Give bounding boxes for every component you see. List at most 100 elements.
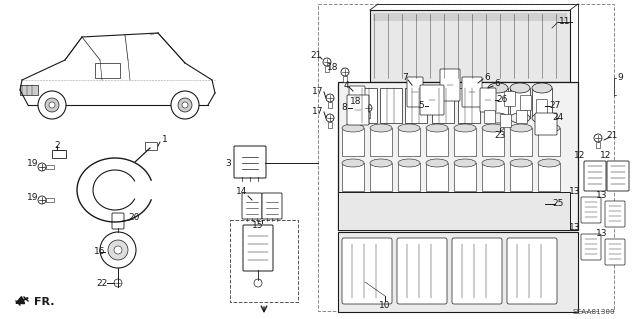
Text: 2: 2 <box>54 140 60 150</box>
Text: 8: 8 <box>341 103 347 113</box>
Bar <box>398 198 420 226</box>
FancyBboxPatch shape <box>484 110 495 123</box>
FancyBboxPatch shape <box>397 238 447 304</box>
Ellipse shape <box>370 159 392 167</box>
Text: 25: 25 <box>552 199 564 209</box>
Circle shape <box>49 102 55 108</box>
FancyBboxPatch shape <box>349 86 365 108</box>
Circle shape <box>594 134 602 142</box>
Ellipse shape <box>342 159 364 167</box>
Text: 9: 9 <box>617 73 623 83</box>
Ellipse shape <box>454 159 476 167</box>
Bar <box>370 163 392 191</box>
Text: 15: 15 <box>252 221 264 231</box>
FancyBboxPatch shape <box>507 238 557 304</box>
Ellipse shape <box>426 194 448 202</box>
Bar <box>52 150 66 158</box>
Text: 17: 17 <box>312 108 324 116</box>
Circle shape <box>323 58 331 66</box>
Ellipse shape <box>538 159 560 167</box>
Circle shape <box>108 240 128 260</box>
Ellipse shape <box>482 159 504 167</box>
Ellipse shape <box>454 194 476 202</box>
Text: 27: 27 <box>549 101 561 110</box>
Text: 14: 14 <box>236 188 248 197</box>
FancyBboxPatch shape <box>342 238 392 304</box>
FancyBboxPatch shape <box>440 69 460 101</box>
Ellipse shape <box>370 124 392 132</box>
Ellipse shape <box>370 194 392 202</box>
Bar <box>538 163 560 191</box>
Text: 20: 20 <box>128 213 140 222</box>
FancyBboxPatch shape <box>581 234 601 260</box>
Bar <box>380 88 402 123</box>
Text: 18: 18 <box>350 98 362 107</box>
Bar <box>426 198 448 226</box>
Circle shape <box>326 114 334 122</box>
Bar <box>370 10 570 82</box>
Bar <box>343 76 347 82</box>
Circle shape <box>171 91 199 119</box>
Bar <box>328 122 332 128</box>
Text: 1: 1 <box>162 136 168 145</box>
FancyBboxPatch shape <box>243 225 273 271</box>
Ellipse shape <box>398 194 420 202</box>
Text: 12: 12 <box>600 151 612 160</box>
Circle shape <box>45 98 59 112</box>
Text: 5: 5 <box>418 101 424 110</box>
Bar <box>46 198 54 202</box>
Circle shape <box>38 196 46 204</box>
Text: 23: 23 <box>494 131 506 140</box>
Bar <box>454 198 476 226</box>
Text: SEAA81300: SEAA81300 <box>572 309 615 315</box>
Bar <box>488 88 508 118</box>
FancyBboxPatch shape <box>607 161 629 191</box>
Bar <box>482 163 504 191</box>
FancyBboxPatch shape <box>581 197 601 223</box>
Bar <box>510 198 532 226</box>
FancyBboxPatch shape <box>347 95 369 125</box>
Text: 13: 13 <box>569 224 580 233</box>
FancyBboxPatch shape <box>112 213 124 229</box>
Circle shape <box>38 163 46 171</box>
Bar <box>318 4 614 311</box>
Ellipse shape <box>510 194 532 202</box>
Ellipse shape <box>482 194 504 202</box>
Text: 19: 19 <box>28 192 39 202</box>
Ellipse shape <box>488 113 508 123</box>
Bar <box>510 88 530 118</box>
Circle shape <box>114 279 122 287</box>
Bar <box>510 163 532 191</box>
FancyBboxPatch shape <box>234 146 266 178</box>
Circle shape <box>100 232 136 268</box>
Text: 13: 13 <box>596 229 608 239</box>
Text: 21: 21 <box>310 50 322 60</box>
Text: 10: 10 <box>380 300 391 309</box>
FancyBboxPatch shape <box>536 100 547 115</box>
Text: 6: 6 <box>494 79 500 88</box>
Ellipse shape <box>532 83 552 93</box>
Text: 12: 12 <box>574 151 586 160</box>
Ellipse shape <box>538 124 560 132</box>
FancyBboxPatch shape <box>420 85 444 115</box>
Bar <box>398 128 420 156</box>
Text: 17: 17 <box>312 87 324 97</box>
Ellipse shape <box>426 124 448 132</box>
Bar <box>458 88 480 123</box>
Circle shape <box>364 104 372 112</box>
Ellipse shape <box>426 159 448 167</box>
FancyBboxPatch shape <box>520 95 531 110</box>
Bar <box>432 88 454 123</box>
FancyBboxPatch shape <box>605 239 625 265</box>
FancyBboxPatch shape <box>407 77 423 107</box>
Circle shape <box>114 246 122 254</box>
Text: 7: 7 <box>402 73 408 83</box>
Bar <box>482 128 504 156</box>
Text: 18: 18 <box>327 63 339 72</box>
Ellipse shape <box>482 124 504 132</box>
Circle shape <box>178 98 192 112</box>
Bar <box>532 88 552 118</box>
Ellipse shape <box>510 83 530 93</box>
Bar <box>46 165 54 169</box>
Ellipse shape <box>538 194 560 202</box>
